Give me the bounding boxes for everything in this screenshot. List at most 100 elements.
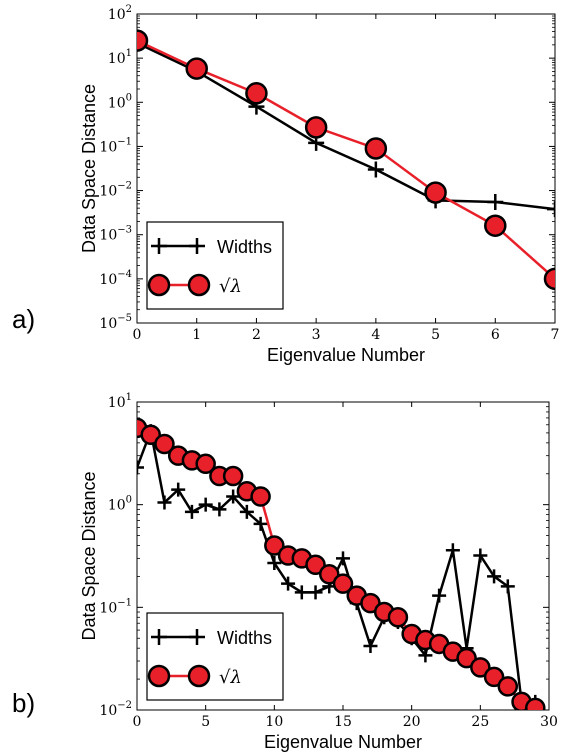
data-point-widths: [267, 556, 282, 571]
y-tick-label: 100: [108, 92, 132, 111]
data-point-widths: [432, 588, 447, 603]
data-point-sqrt-lambda: [470, 657, 491, 678]
y-tick-base: 10: [99, 139, 117, 155]
legend-marker-widths: [189, 238, 205, 254]
data-point-sqrt-lambda: [304, 116, 328, 139]
data-point-widths: [281, 576, 296, 591]
legend-label-widths: Widths: [217, 628, 272, 648]
data-point-widths: [157, 495, 172, 510]
data-point-widths: [363, 639, 378, 654]
data-point-widths: [418, 648, 433, 663]
y-tick-label: 10−2: [99, 700, 132, 719]
y-tick-base: 10: [99, 600, 117, 616]
legend-box: [146, 612, 284, 701]
data-point-widths: [239, 504, 254, 519]
data-point-sqrt-lambda: [185, 57, 208, 80]
y-tick-label: 100: [108, 495, 132, 514]
legend-marker-sqrt-lambda: [147, 273, 171, 297]
legend-marker-widths: [189, 629, 205, 645]
y-tick-label: 10−2: [99, 181, 132, 200]
y-tick-exponent: 0: [126, 92, 132, 103]
data-point-sqrt-lambda: [222, 465, 244, 487]
y-tick-exponent: 2: [126, 4, 132, 15]
y-tick-exponent: −2: [117, 700, 132, 711]
data-point-sqrt-lambda: [137, 29, 149, 52]
y-tick-label: 10−1: [99, 136, 132, 155]
data-point-widths: [547, 201, 555, 218]
y-tick-label: 10−3: [99, 225, 132, 244]
data-point-sqrt-lambda: [332, 573, 354, 594]
y-tick-label: 101: [108, 392, 132, 411]
data-point-sqrt-lambda: [264, 535, 285, 556]
legend-marker-sqrt-lambda: [147, 664, 171, 688]
data-point-sqrt-lambda: [245, 82, 268, 105]
data-point-sqrt-lambda: [319, 564, 340, 585]
x-tick-label: 5: [201, 714, 210, 730]
legend: Widths √λ: [146, 612, 284, 701]
y-axis-label: Data Space Distance: [79, 84, 99, 253]
data-point-sqrt-lambda: [195, 453, 216, 475]
legend-box: [146, 221, 284, 310]
x-tick-label: 0: [133, 714, 142, 730]
x-tick-label: 25: [471, 714, 489, 730]
x-tick-label: 3: [312, 327, 321, 343]
data-point-sqrt-lambda: [387, 607, 409, 628]
y-tick-base: 10: [108, 395, 126, 411]
data-point-sqrt-lambda: [484, 214, 507, 237]
y-tick-exponent: −5: [117, 313, 132, 324]
data-point-widths: [487, 569, 502, 584]
x-tick-label: 6: [491, 327, 500, 343]
chart-panel-a: 0 1 2 3 4 5 6 710210110010−110−210−310−410−5Eig…: [12, 4, 560, 365]
data-point-widths: [294, 585, 309, 600]
legend-marker-sqrt-lambda: [187, 273, 211, 297]
y-tick-base: 10: [99, 316, 117, 332]
y-tick-exponent: −2: [117, 181, 132, 192]
y-tick-base: 10: [99, 272, 117, 288]
y-tick-exponent: −1: [117, 597, 132, 608]
y-tick-base: 10: [108, 498, 126, 514]
data-point-widths: [336, 551, 350, 566]
y-tick-base: 10: [99, 228, 117, 244]
data-point-widths: [226, 489, 241, 504]
y-tick-label: 101: [108, 48, 132, 67]
x-tick-label: 4: [371, 327, 380, 343]
legend-label-sqrt-lambda: √λ: [219, 276, 242, 297]
data-point-widths: [445, 543, 460, 558]
data-point-sqrt-lambda: [154, 433, 175, 455]
legend-marker-widths: [151, 238, 167, 254]
data-point-sqrt-lambda: [497, 676, 519, 697]
y-tick-exponent: −3: [117, 225, 132, 236]
data-point-widths: [473, 548, 488, 563]
data-point-sqrt-lambda: [543, 267, 555, 291]
y-tick-exponent: −1: [117, 136, 132, 147]
y-tick-base: 10: [108, 7, 126, 23]
x-axis-label: Eigenvalue Number: [267, 345, 425, 365]
data-point-sqrt-lambda: [525, 697, 546, 710]
x-tick-label: 15: [334, 714, 352, 730]
x-tick-label: 2: [252, 327, 261, 343]
data-point-sqrt-lambda: [250, 486, 271, 507]
series-group: [137, 417, 546, 710]
data-point-widths: [500, 579, 515, 594]
legend-marker-widths: [151, 629, 167, 645]
y-tick-base: 10: [108, 51, 126, 67]
y-tick-label: 10−1: [99, 597, 132, 616]
y-tick-base: 10: [99, 184, 117, 200]
panel-label: b): [12, 688, 35, 718]
data-point-widths: [198, 497, 213, 512]
y-tick-label: 10−5: [99, 313, 132, 332]
y-tick-base: 10: [108, 95, 126, 111]
data-point-sqrt-lambda: [456, 647, 477, 669]
x-tick-label: 7: [551, 327, 560, 343]
data-point-widths: [137, 460, 144, 475]
data-point-widths: [171, 482, 186, 497]
data-point-widths: [212, 502, 227, 517]
x-tick-label: 30: [540, 714, 558, 730]
x-tick-label: 1: [192, 327, 201, 343]
legend: Widths √λ: [146, 221, 284, 310]
y-tick-label: 10−4: [99, 269, 132, 288]
y-axis-label: Data Space Distance: [79, 471, 99, 640]
y-tick-label: 102: [108, 4, 132, 23]
